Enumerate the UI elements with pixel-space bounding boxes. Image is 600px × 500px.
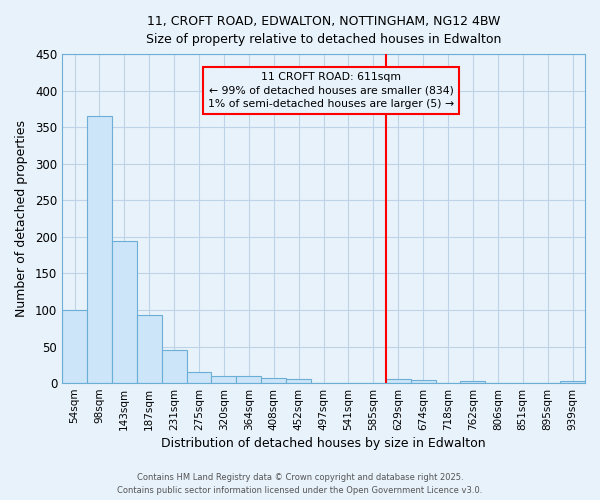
Bar — [236, 376, 261, 383]
Bar — [62, 310, 87, 383]
Bar — [112, 240, 137, 383]
Bar — [286, 380, 311, 383]
Bar — [137, 315, 161, 383]
Bar — [211, 376, 236, 383]
Text: 11 CROFT ROAD: 611sqm
← 99% of detached houses are smaller (834)
1% of semi-deta: 11 CROFT ROAD: 611sqm ← 99% of detached … — [208, 72, 454, 109]
Bar — [386, 380, 410, 383]
Bar — [460, 381, 485, 383]
Bar — [410, 380, 436, 383]
Bar — [161, 350, 187, 383]
Bar — [261, 378, 286, 383]
Bar — [87, 116, 112, 383]
X-axis label: Distribution of detached houses by size in Edwalton: Distribution of detached houses by size … — [161, 437, 486, 450]
Bar — [560, 381, 585, 383]
Title: 11, CROFT ROAD, EDWALTON, NOTTINGHAM, NG12 4BW
Size of property relative to deta: 11, CROFT ROAD, EDWALTON, NOTTINGHAM, NG… — [146, 15, 501, 46]
Bar — [187, 372, 211, 383]
Y-axis label: Number of detached properties: Number of detached properties — [15, 120, 28, 317]
Text: Contains HM Land Registry data © Crown copyright and database right 2025.
Contai: Contains HM Land Registry data © Crown c… — [118, 474, 482, 495]
